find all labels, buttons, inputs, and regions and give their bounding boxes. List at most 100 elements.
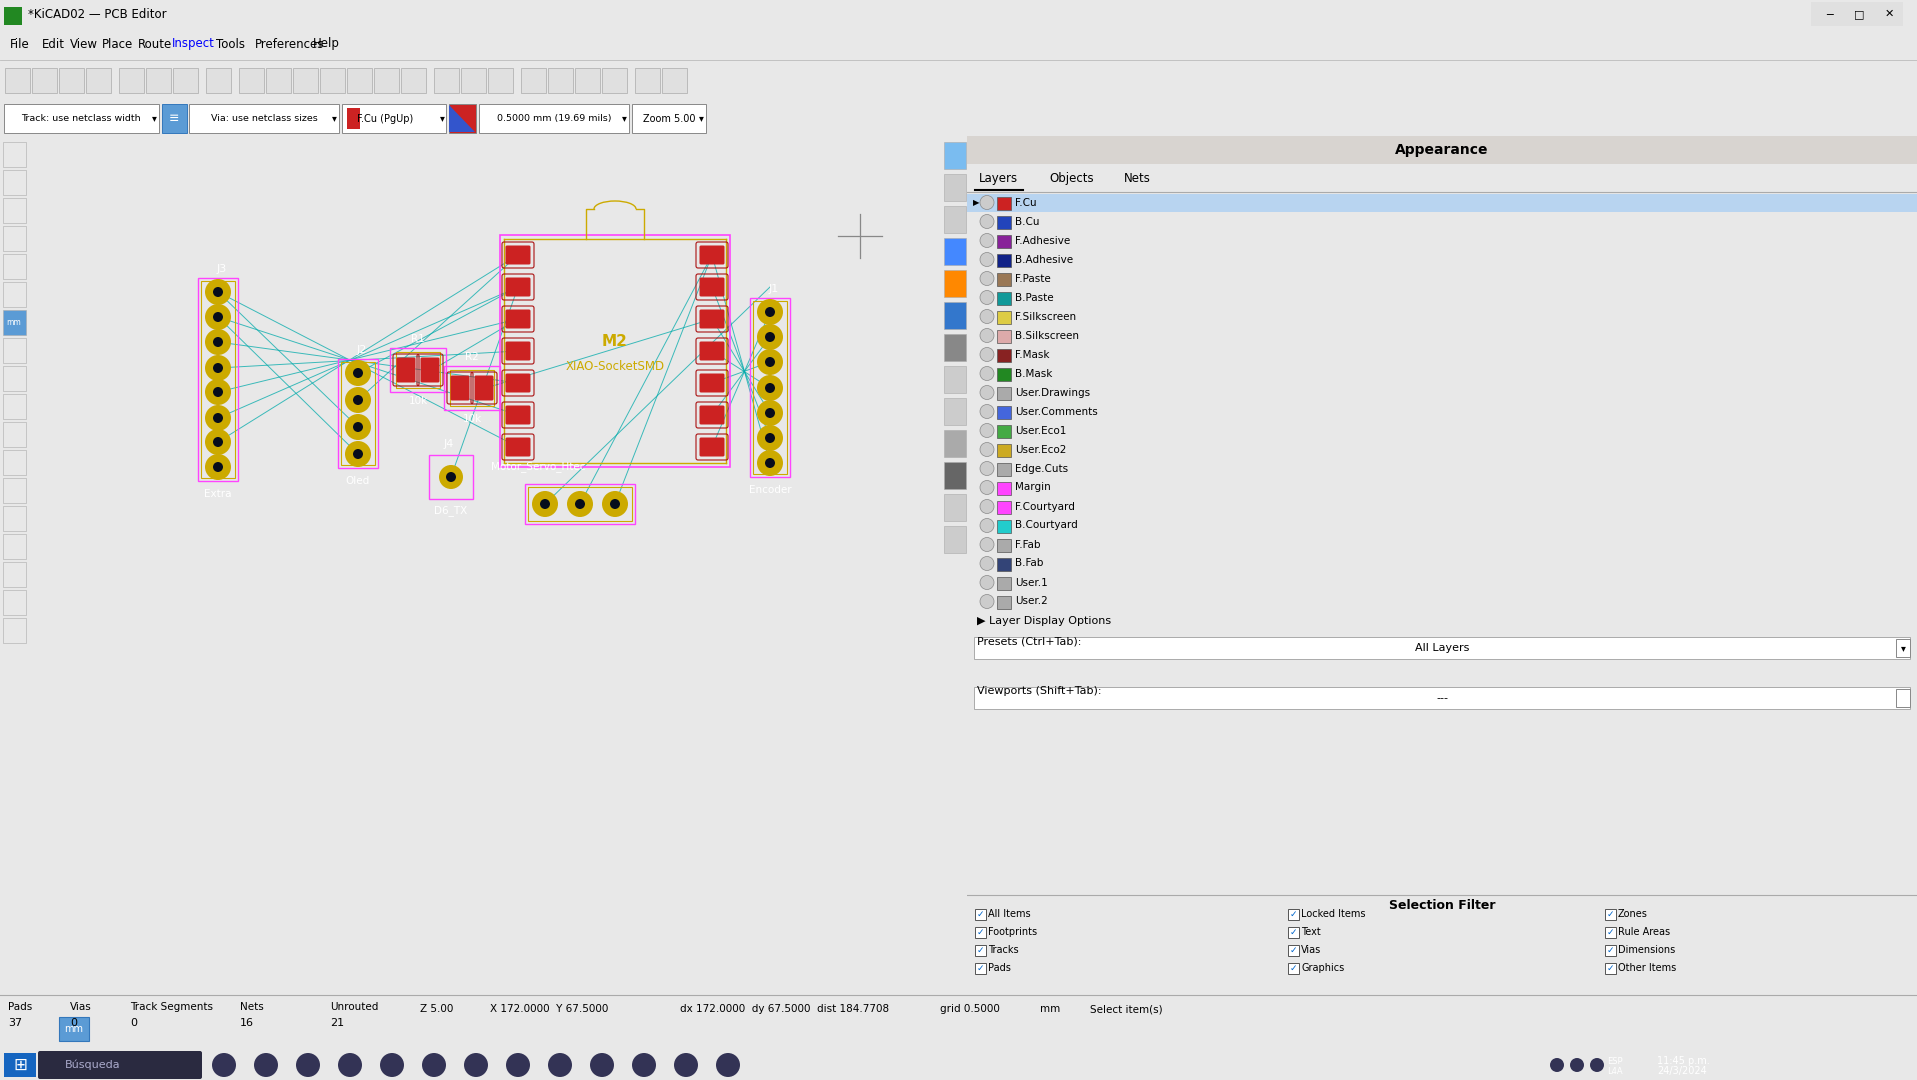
Circle shape bbox=[980, 405, 995, 419]
Text: Place: Place bbox=[102, 38, 134, 51]
FancyBboxPatch shape bbox=[633, 104, 705, 133]
Text: mm: mm bbox=[1041, 1004, 1060, 1014]
Text: ▾: ▾ bbox=[441, 113, 445, 123]
Text: File: File bbox=[10, 38, 31, 51]
Circle shape bbox=[567, 491, 592, 517]
Text: F.Silkscreen: F.Silkscreen bbox=[1014, 311, 1075, 322]
Circle shape bbox=[213, 287, 222, 297]
Text: 10k: 10k bbox=[462, 414, 481, 424]
FancyBboxPatch shape bbox=[2, 534, 25, 558]
Text: 24/3/2024: 24/3/2024 bbox=[1656, 1066, 1706, 1076]
FancyBboxPatch shape bbox=[293, 68, 318, 93]
FancyBboxPatch shape bbox=[341, 104, 447, 133]
FancyBboxPatch shape bbox=[943, 301, 966, 328]
Text: ▾: ▾ bbox=[1900, 643, 1905, 653]
FancyBboxPatch shape bbox=[205, 68, 230, 93]
FancyBboxPatch shape bbox=[1896, 639, 1909, 657]
Text: M2: M2 bbox=[602, 334, 629, 349]
FancyBboxPatch shape bbox=[575, 68, 600, 93]
FancyBboxPatch shape bbox=[2, 310, 25, 335]
Circle shape bbox=[980, 461, 995, 475]
Text: B.Silkscreen: B.Silkscreen bbox=[1014, 330, 1079, 340]
Text: Unrouted: Unrouted bbox=[330, 1002, 378, 1012]
Text: J2: J2 bbox=[357, 345, 368, 355]
FancyBboxPatch shape bbox=[238, 68, 263, 93]
Text: Motor_Servo_Htec: Motor_Servo_Htec bbox=[491, 461, 585, 472]
Text: ✓: ✓ bbox=[1606, 909, 1614, 918]
Circle shape bbox=[253, 1053, 278, 1077]
FancyBboxPatch shape bbox=[2, 338, 25, 363]
FancyBboxPatch shape bbox=[997, 463, 1010, 476]
FancyBboxPatch shape bbox=[265, 68, 291, 93]
Text: F.Cu: F.Cu bbox=[1014, 198, 1037, 207]
Text: XIAO-SocketSMD: XIAO-SocketSMD bbox=[566, 360, 665, 373]
Text: 16: 16 bbox=[240, 1018, 253, 1028]
FancyBboxPatch shape bbox=[997, 387, 1010, 400]
FancyBboxPatch shape bbox=[31, 68, 56, 93]
Circle shape bbox=[980, 291, 995, 305]
Circle shape bbox=[213, 1053, 236, 1077]
Text: All Items: All Items bbox=[987, 909, 1031, 919]
Text: ✓: ✓ bbox=[1290, 909, 1296, 918]
Circle shape bbox=[213, 462, 222, 472]
Text: Footprints: Footprints bbox=[987, 927, 1037, 937]
Text: B.Adhesive: B.Adhesive bbox=[1014, 255, 1074, 265]
Circle shape bbox=[980, 195, 995, 210]
Circle shape bbox=[345, 441, 372, 467]
FancyBboxPatch shape bbox=[997, 216, 1010, 229]
FancyBboxPatch shape bbox=[506, 310, 531, 328]
Text: ✓: ✓ bbox=[1606, 928, 1614, 936]
FancyBboxPatch shape bbox=[943, 270, 966, 297]
FancyBboxPatch shape bbox=[661, 68, 686, 93]
FancyBboxPatch shape bbox=[173, 68, 197, 93]
Text: User.2: User.2 bbox=[1014, 596, 1049, 607]
Circle shape bbox=[380, 1053, 404, 1077]
Text: 0: 0 bbox=[71, 1018, 77, 1028]
Text: Rule Areas: Rule Areas bbox=[1618, 927, 1670, 937]
Circle shape bbox=[205, 329, 232, 355]
Circle shape bbox=[980, 518, 995, 532]
Circle shape bbox=[575, 499, 585, 509]
FancyBboxPatch shape bbox=[347, 68, 372, 93]
FancyBboxPatch shape bbox=[700, 245, 725, 265]
Circle shape bbox=[1570, 1058, 1583, 1072]
Text: 0.5000 mm (19.69 mils): 0.5000 mm (19.69 mils) bbox=[497, 114, 612, 123]
FancyBboxPatch shape bbox=[997, 501, 1010, 514]
FancyBboxPatch shape bbox=[146, 68, 171, 93]
Circle shape bbox=[213, 413, 222, 423]
Circle shape bbox=[757, 450, 782, 476]
Circle shape bbox=[980, 366, 995, 380]
Text: Select item(s): Select item(s) bbox=[1091, 1004, 1162, 1014]
Text: Presets (Ctrl+Tab):: Presets (Ctrl+Tab): bbox=[978, 636, 1081, 646]
FancyBboxPatch shape bbox=[1840, 2, 1873, 26]
Circle shape bbox=[757, 375, 782, 401]
Circle shape bbox=[675, 1053, 698, 1077]
Text: grid 0.5000: grid 0.5000 bbox=[939, 1004, 1001, 1014]
Text: 0: 0 bbox=[130, 1018, 136, 1028]
Text: mm: mm bbox=[65, 1024, 84, 1034]
FancyBboxPatch shape bbox=[966, 136, 1917, 164]
Circle shape bbox=[765, 458, 774, 468]
FancyBboxPatch shape bbox=[190, 104, 339, 133]
FancyBboxPatch shape bbox=[1288, 945, 1298, 956]
FancyBboxPatch shape bbox=[997, 197, 1010, 210]
FancyBboxPatch shape bbox=[4, 6, 21, 25]
Circle shape bbox=[980, 328, 995, 342]
FancyBboxPatch shape bbox=[1812, 2, 1842, 26]
FancyBboxPatch shape bbox=[119, 68, 144, 93]
Circle shape bbox=[353, 449, 362, 459]
Text: View: View bbox=[71, 38, 98, 51]
FancyBboxPatch shape bbox=[347, 108, 360, 129]
Text: ✓: ✓ bbox=[1606, 963, 1614, 972]
FancyBboxPatch shape bbox=[997, 444, 1010, 457]
Text: ─: ─ bbox=[1825, 9, 1833, 19]
FancyBboxPatch shape bbox=[997, 235, 1010, 248]
Circle shape bbox=[205, 303, 232, 330]
Text: Edit: Edit bbox=[42, 38, 65, 51]
FancyBboxPatch shape bbox=[974, 962, 985, 973]
Text: Dimensions: Dimensions bbox=[1618, 945, 1675, 955]
FancyBboxPatch shape bbox=[2, 562, 25, 586]
Text: D6_TX: D6_TX bbox=[435, 505, 468, 516]
Text: Nets: Nets bbox=[240, 1002, 265, 1012]
FancyBboxPatch shape bbox=[997, 577, 1010, 590]
